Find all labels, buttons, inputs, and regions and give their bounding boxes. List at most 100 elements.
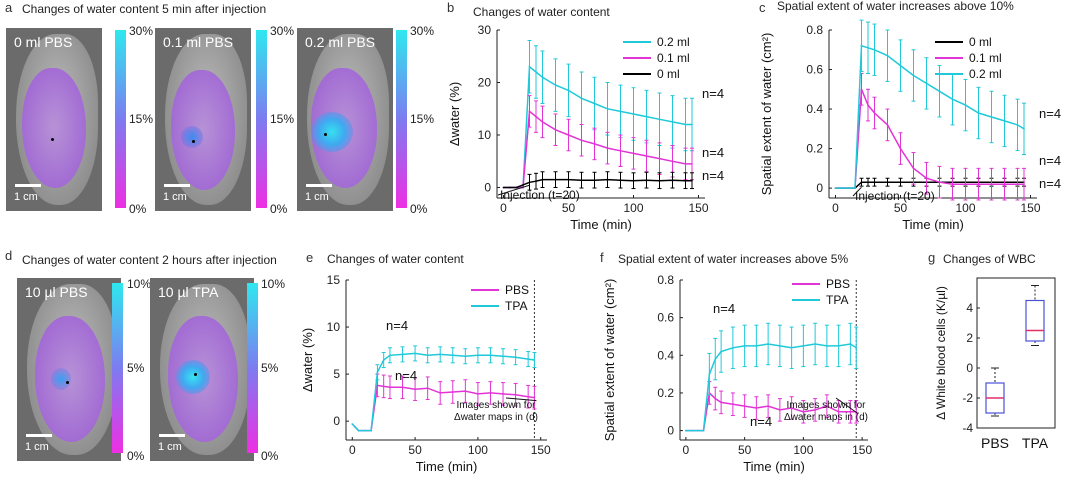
data-point bbox=[401, 386, 404, 389]
annotation: Images shown for bbox=[457, 400, 537, 411]
colorbar-min: 0% bbox=[261, 449, 279, 463]
x-tick-label: 50 bbox=[562, 201, 576, 215]
data-point bbox=[802, 345, 805, 347]
colorbar bbox=[256, 30, 267, 208]
y-tick-label: 0.8 bbox=[657, 273, 674, 287]
data-point bbox=[527, 395, 529, 398]
colorbar-max: 30% bbox=[270, 24, 295, 38]
series-line bbox=[503, 65, 692, 189]
water-spot bbox=[311, 112, 353, 152]
data-point bbox=[873, 48, 876, 51]
x-tick-label: 150 bbox=[1020, 201, 1040, 215]
panel-a: a Changes of water content 5 min after i… bbox=[0, 0, 393, 230]
category-label: PBS bbox=[981, 435, 1009, 451]
data-point bbox=[977, 183, 980, 185]
data-point bbox=[632, 152, 635, 155]
data-point bbox=[899, 181, 902, 183]
panel-letter: c bbox=[759, 0, 766, 15]
data-point bbox=[477, 354, 479, 357]
data-point bbox=[671, 121, 674, 123]
chart-f: Spatial extent of water increases above … bbox=[602, 252, 872, 474]
colorbar-max: 30% bbox=[129, 24, 154, 38]
x-tick-label: 100 bbox=[468, 443, 488, 457]
data-point bbox=[841, 187, 843, 189]
legend-label: PBS bbox=[505, 283, 529, 297]
data-point bbox=[671, 160, 674, 163]
data-point bbox=[376, 384, 379, 387]
data-point bbox=[951, 98, 954, 100]
data-point bbox=[732, 403, 734, 406]
x-axis-label: Time (min) bbox=[416, 459, 478, 474]
data-point bbox=[849, 343, 852, 345]
data-point bbox=[593, 179, 596, 181]
data-point bbox=[990, 116, 993, 118]
data-point bbox=[502, 355, 504, 358]
tile-label: 0 ml PBS bbox=[14, 34, 73, 50]
legend-label: 0.2 ml bbox=[657, 35, 690, 49]
data-point bbox=[645, 179, 648, 181]
data-point bbox=[370, 429, 372, 432]
scale-label: 1 cm bbox=[158, 441, 182, 453]
data-point bbox=[567, 89, 570, 92]
data-point bbox=[690, 429, 693, 432]
image-tile-0.2ml: 0.2 ml PBS 1 cm bbox=[297, 28, 393, 211]
data-point bbox=[964, 183, 967, 185]
scale-bar bbox=[159, 434, 185, 437]
data-point bbox=[528, 181, 531, 184]
data-point bbox=[541, 121, 544, 123]
scale-bar bbox=[306, 184, 332, 187]
colorbar-min: 0% bbox=[410, 202, 428, 216]
kidney-region bbox=[171, 70, 235, 190]
data-point bbox=[451, 354, 454, 357]
legend-label: 0.2 ml bbox=[969, 67, 1002, 81]
annotation-arrow bbox=[505, 397, 537, 402]
data-point bbox=[439, 392, 442, 394]
data-point bbox=[554, 178, 557, 181]
y-axis-label: Spatial extent of water (cm²) bbox=[602, 279, 617, 442]
scale-label: 1 cm bbox=[305, 191, 329, 203]
scale-label: 1 cm bbox=[163, 191, 187, 203]
chart-title: Spatial extent of water increases above … bbox=[777, 0, 1014, 13]
data-point bbox=[593, 102, 596, 105]
data-point bbox=[779, 345, 781, 347]
y-tick-label: 0.4 bbox=[806, 102, 823, 116]
data-point bbox=[414, 352, 416, 355]
annotation: Δwater maps in (d) bbox=[454, 412, 538, 423]
annotation: Injection (t=20) bbox=[855, 189, 935, 203]
data-point bbox=[451, 391, 454, 393]
data-point bbox=[732, 346, 734, 349]
scale-bar bbox=[15, 184, 41, 187]
data-point bbox=[867, 46, 869, 49]
y-tick-label: 0 bbox=[333, 414, 340, 428]
data-point bbox=[535, 71, 537, 73]
n-label: n=4 bbox=[702, 86, 724, 101]
annotation: Images shown for bbox=[787, 400, 867, 411]
data-point bbox=[837, 345, 840, 347]
y-tick-label: 0.2 bbox=[657, 386, 674, 400]
chart-title: Changes of WBC bbox=[943, 252, 1036, 266]
data-point bbox=[535, 115, 537, 118]
image-tile-pbs: 10 µl PBS 1 cm bbox=[17, 278, 121, 461]
colorbar bbox=[115, 30, 126, 208]
data-point bbox=[489, 392, 492, 394]
x-tick-label: 100 bbox=[793, 443, 813, 457]
x-tick-label: 150 bbox=[531, 443, 551, 457]
data-point bbox=[533, 359, 536, 361]
data-point bbox=[658, 157, 661, 160]
data-point bbox=[671, 179, 674, 181]
colorbar-min: 0% bbox=[127, 449, 145, 463]
data-point bbox=[364, 429, 366, 432]
data-point bbox=[886, 54, 889, 57]
colorbar-min: 0% bbox=[129, 202, 147, 216]
data-point bbox=[1016, 124, 1019, 126]
data-point bbox=[567, 134, 570, 136]
data-point bbox=[867, 104, 869, 106]
data-point bbox=[477, 393, 479, 395]
injection-dot bbox=[51, 138, 54, 141]
data-point bbox=[867, 181, 869, 183]
data-point bbox=[514, 394, 517, 396]
data-point bbox=[802, 410, 805, 413]
data-point bbox=[814, 409, 816, 411]
data-point bbox=[1016, 183, 1019, 185]
scale-label: 1 cm bbox=[25, 441, 49, 453]
